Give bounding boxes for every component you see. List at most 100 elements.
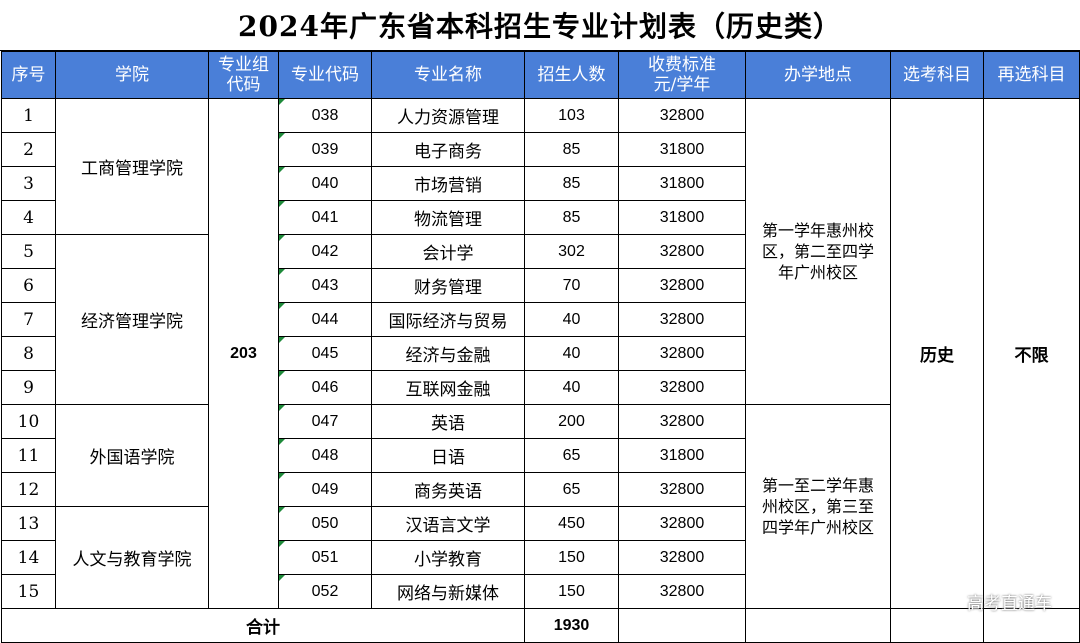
header-row: 序号 学院 专业组 代码 专业代码 专业名称 招生人数 收费标准 元/学年 办学地点… — [1, 51, 1080, 99]
row-number: 7 — [1, 302, 56, 337]
enroll-count: 150 — [524, 574, 619, 609]
table-row: 1 工商管理学院 203 038 人力资源管理 103 32800 第一学年惠州校 区，第二至四… — [1, 98, 1080, 609]
enroll-count: 65 — [524, 472, 619, 507]
tuition-fee: 31800 — [618, 200, 746, 235]
page-title: 2024年广东省本科招生专业计划表（历史类） — [0, 0, 1080, 51]
total-label: 合计 — [1, 608, 525, 643]
header-subject-reselect: 再选科目 — [983, 51, 1080, 99]
major-code: 052 — [278, 574, 372, 609]
enroll-count: 150 — [524, 540, 619, 575]
row-number: 1 — [1, 98, 56, 133]
row-number: 11 — [1, 438, 56, 473]
table-row: 8 045 经济与金融 40 32800 — [1, 336, 1080, 371]
enroll-count: 85 — [524, 200, 619, 235]
table-row: 15 052 网络与新媒体 150 32800 — [1, 574, 1080, 609]
header-no: 序号 — [1, 51, 56, 99]
major-code: 050 — [278, 506, 372, 541]
tuition-fee: 32800 — [618, 404, 746, 439]
enroll-count: 103 — [524, 98, 619, 133]
header-major-code: 专业代码 — [278, 51, 372, 99]
tuition-fee: 32800 — [618, 540, 746, 575]
major-code: 039 — [278, 132, 372, 167]
enrollment-table: 序号 学院 专业组 代码 专业代码 专业名称 招生人数 收费标准 元/学年 办学地点… — [1, 51, 1080, 643]
college-name: 经济管理学院 — [55, 234, 209, 405]
tuition-fee: 31800 — [618, 438, 746, 473]
row-number: 14 — [1, 540, 56, 575]
row-number: 15 — [1, 574, 56, 609]
table-row: 10 外国语学院 047 英语 200 32800 第一至二学年惠 州校区，第三至 四学年广州校… — [1, 404, 1080, 609]
table-row: 12 049 商务英语 65 32800 — [1, 472, 1080, 507]
enroll-count: 65 — [524, 438, 619, 473]
tuition-fee: 32800 — [618, 98, 746, 133]
enroll-count: 85 — [524, 132, 619, 167]
table-row: 2 039 电子商务 85 31800 — [1, 132, 1080, 167]
major-code: 049 — [278, 472, 372, 507]
enroll-count: 40 — [524, 302, 619, 337]
major-name: 市场营销 — [371, 166, 525, 201]
enroll-count: 200 — [524, 404, 619, 439]
enroll-count: 40 — [524, 336, 619, 371]
major-name: 经济与金融 — [371, 336, 525, 371]
enroll-count: 70 — [524, 268, 619, 303]
tuition-fee: 32800 — [618, 268, 746, 303]
major-code: 044 — [278, 302, 372, 337]
table-row: 13 人文与教育学院 050 汉语言文学 450 32800 — [1, 506, 1080, 609]
table-row: 5 经济管理学院 042 会计学 302 32800 — [1, 234, 1080, 405]
empty-cell — [745, 608, 891, 643]
college-name: 人文与教育学院 — [55, 506, 209, 609]
major-name: 互联网金融 — [371, 370, 525, 405]
tuition-fee: 32800 — [618, 302, 746, 337]
row-number: 13 — [1, 506, 56, 541]
tuition-fee: 32800 — [618, 370, 746, 405]
major-name: 小学教育 — [371, 540, 525, 575]
table-row: 4 041 物流管理 85 31800 — [1, 200, 1080, 235]
major-name: 电子商务 — [371, 132, 525, 167]
watermark: 高考直通车 — [967, 594, 1052, 613]
major-code: 041 — [278, 200, 372, 235]
total-enroll: 1930 — [524, 608, 619, 643]
header-group-code: 专业组 代码 — [208, 51, 279, 99]
header-college: 学院 — [55, 51, 209, 99]
row-number: 9 — [1, 370, 56, 405]
row-number: 8 — [1, 336, 56, 371]
table-row: 14 051 小学教育 150 32800 — [1, 540, 1080, 575]
table-row: 7 044 国际经济与贸易 40 32800 — [1, 302, 1080, 337]
row-number: 2 — [1, 132, 56, 167]
major-name: 人力资源管理 — [371, 98, 525, 133]
major-code: 047 — [278, 404, 372, 439]
header-subject-required: 选考科目 — [890, 51, 984, 99]
row-number: 4 — [1, 200, 56, 235]
campus-location: 第一学年惠州校 区，第二至四学 年广州校区 — [745, 98, 891, 405]
major-code: 048 — [278, 438, 372, 473]
major-name: 物流管理 — [371, 200, 525, 235]
header-enroll: 招生人数 — [524, 51, 619, 99]
header-major-name: 专业名称 — [371, 51, 525, 99]
tuition-fee: 32800 — [618, 472, 746, 507]
enroll-count: 85 — [524, 166, 619, 201]
table-row: 6 043 财务管理 70 32800 — [1, 268, 1080, 303]
row-number: 12 — [1, 472, 56, 507]
major-code: 043 — [278, 268, 372, 303]
major-code: 042 — [278, 234, 372, 269]
required-subject: 历史 — [890, 98, 984, 609]
major-code: 051 — [278, 540, 372, 575]
row-number: 6 — [1, 268, 56, 303]
major-name: 英语 — [371, 404, 525, 439]
tuition-fee: 32800 — [618, 574, 746, 609]
row-number: 5 — [1, 234, 56, 269]
empty-cell — [618, 608, 746, 643]
table-row: 9 046 互联网金融 40 32800 — [1, 370, 1080, 405]
tuition-fee: 31800 — [618, 166, 746, 201]
header-fee: 收费标准 元/学年 — [618, 51, 746, 99]
total-row: 合计 1930 — [1, 608, 1080, 643]
major-code: 046 — [278, 370, 372, 405]
tuition-fee: 32800 — [618, 506, 746, 541]
enroll-count: 450 — [524, 506, 619, 541]
major-name: 网络与新媒体 — [371, 574, 525, 609]
group-code: 203 — [208, 98, 279, 609]
reselect-subject: 不限 — [983, 98, 1080, 609]
major-name: 汉语言文学 — [371, 506, 525, 541]
enroll-count: 302 — [524, 234, 619, 269]
major-code: 038 — [278, 98, 372, 133]
major-name: 日语 — [371, 438, 525, 473]
